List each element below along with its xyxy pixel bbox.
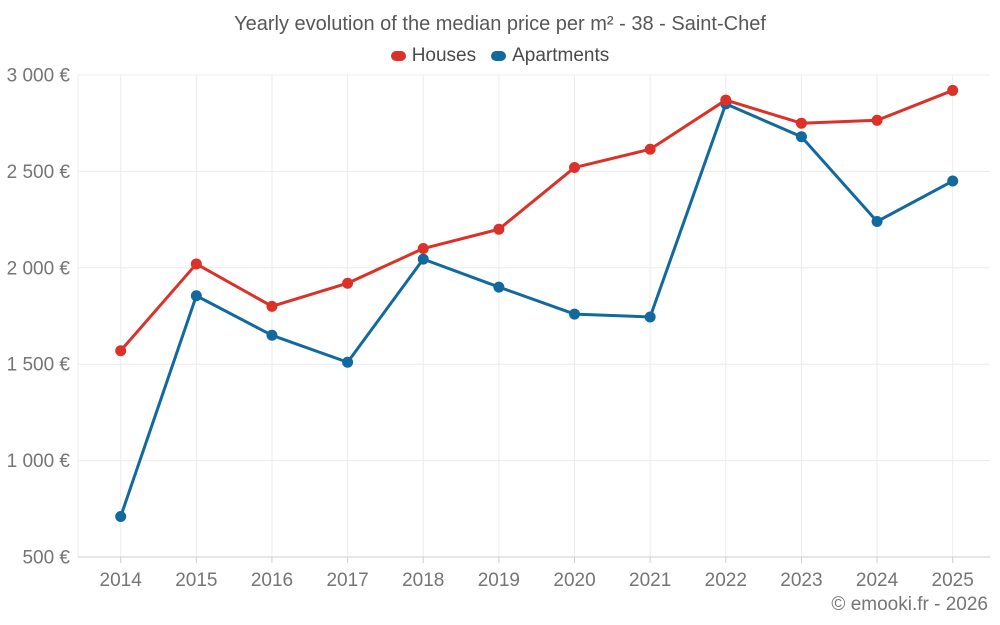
- legend: Houses Apartments: [0, 45, 1000, 67]
- data-point-houses-2015[interactable]: [190, 258, 202, 270]
- x-axis-label-2022: 2022: [705, 570, 747, 591]
- data-point-houses-2022[interactable]: [720, 94, 732, 106]
- data-point-apartments-2017[interactable]: [342, 356, 354, 368]
- legend-swatch-apartments-icon: [491, 51, 507, 61]
- x-axis-label-2024: 2024: [856, 570, 899, 591]
- data-point-houses-2024[interactable]: [871, 114, 883, 126]
- data-point-apartments-2021[interactable]: [644, 311, 656, 323]
- data-point-apartments-2024[interactable]: [871, 216, 883, 228]
- data-point-apartments-2015[interactable]: [190, 290, 202, 302]
- copyright: © emooki.fr - 2026: [831, 594, 988, 615]
- data-point-houses-2016[interactable]: [266, 300, 278, 312]
- x-axis-label-2020: 2020: [553, 570, 595, 591]
- data-point-apartments-2025[interactable]: [947, 175, 959, 187]
- x-axis-label-2019: 2019: [478, 570, 520, 591]
- x-axis-label-2017: 2017: [326, 570, 368, 591]
- y-axis-label-2500: 2 500 €: [7, 162, 71, 183]
- x-axis-label-2016: 2016: [251, 570, 293, 591]
- x-axis-label-2014: 2014: [100, 570, 143, 591]
- legend-label-houses: Houses: [411, 45, 477, 66]
- data-point-houses-2021[interactable]: [644, 143, 656, 155]
- legend-label-apartments: Apartments: [512, 45, 610, 66]
- data-point-apartments-2023[interactable]: [795, 131, 807, 143]
- x-axis-label-2021: 2021: [629, 570, 671, 591]
- series-line-apartments: [119, 102, 955, 519]
- data-point-houses-2020[interactable]: [569, 162, 581, 174]
- data-point-houses-2018[interactable]: [417, 243, 429, 255]
- legend-item-apartments[interactable]: Apartments: [491, 45, 609, 67]
- y-axis-label-3000: 3 000 €: [7, 66, 71, 87]
- data-point-apartments-2014[interactable]: [115, 511, 127, 523]
- data-point-houses-2014[interactable]: [115, 345, 127, 357]
- series-line-houses: [119, 88, 955, 353]
- legend-swatch-houses-icon: [390, 51, 406, 61]
- legend-item-houses[interactable]: Houses: [390, 45, 477, 67]
- x-axis-label-2018: 2018: [402, 570, 444, 591]
- y-axis-label-2000: 2 000 €: [7, 258, 71, 279]
- data-point-houses-2023[interactable]: [795, 117, 807, 129]
- data-point-apartments-2018[interactable]: [417, 253, 429, 265]
- y-axis-label-500: 500 €: [22, 548, 70, 569]
- x-axis-label-2015: 2015: [175, 570, 217, 591]
- y-axis-label-1500: 1 500 €: [7, 355, 71, 376]
- data-point-apartments-2020[interactable]: [569, 308, 581, 320]
- x-axis-label-2025: 2025: [932, 570, 974, 591]
- data-point-houses-2025[interactable]: [947, 84, 959, 96]
- data-point-houses-2017[interactable]: [342, 277, 354, 289]
- x-axis-label-2023: 2023: [780, 570, 822, 591]
- y-axis-label-1000: 1 000 €: [7, 451, 71, 472]
- chart-title: Yearly evolution of the median price per…: [234, 13, 766, 35]
- data-point-apartments-2016[interactable]: [266, 329, 278, 341]
- data-point-houses-2019[interactable]: [493, 223, 505, 235]
- data-point-apartments-2019[interactable]: [493, 281, 505, 293]
